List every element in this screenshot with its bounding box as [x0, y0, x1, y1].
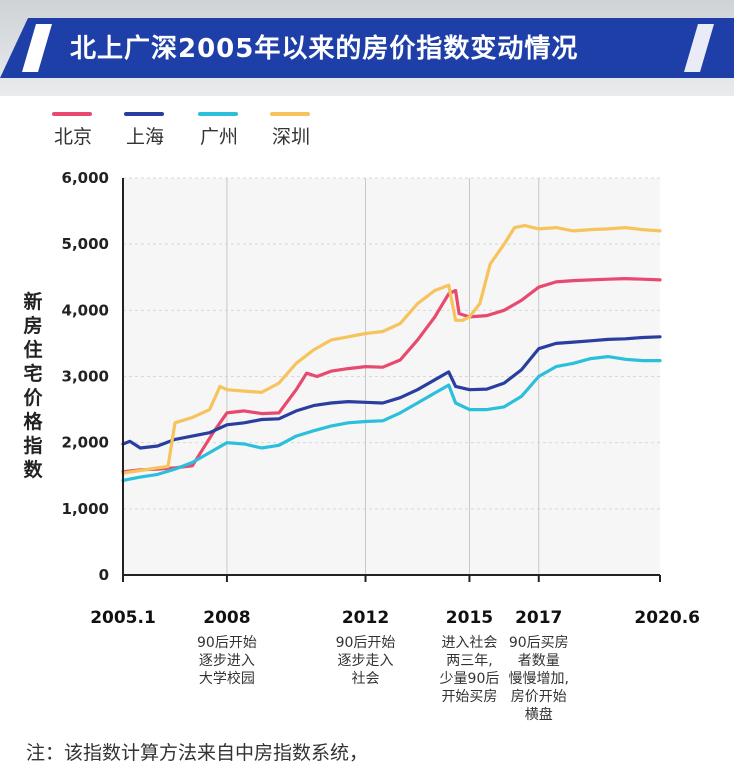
title-banner: 北上广深2005年以来的房价指数变动情况 [0, 0, 734, 96]
annotation-text: 90后开始 [197, 635, 257, 651]
annotation-text: 两三年, [446, 653, 492, 669]
y-tick-label: 4,000 [62, 301, 109, 319]
x-tick-label: 2008 [203, 608, 250, 628]
annotation-text: 开始买房 [441, 689, 497, 705]
annotation-text: 大学校园 [199, 670, 255, 687]
chart-title: 北上广深2005年以来的房价指数变动情况 [70, 34, 579, 64]
annotation-text: 横盘 [525, 706, 553, 723]
footnote: 注：该指数计算方法来自中房指数系统， [26, 742, 369, 764]
y-tick-label: 3,000 [62, 368, 109, 386]
annotation-text: 房价开始 [511, 689, 567, 705]
banner-slash-accent [22, 24, 52, 72]
y-tick-label: 5,000 [62, 235, 109, 253]
banner-shape [0, 18, 734, 78]
plot-area [123, 178, 660, 575]
legend-label-beijing: 北京 [54, 126, 93, 148]
legend-swatch-shanghai [124, 112, 164, 116]
series-line-shenzhen [121, 224, 662, 475]
x-tick-label: 2015 [446, 608, 493, 628]
y-tick-label: 2,000 [62, 434, 109, 452]
annotation-text: 逐步进入 [199, 653, 255, 669]
annotation-text: 慢慢增加, [509, 670, 569, 687]
legend-swatch-shenzhen [270, 112, 310, 116]
legend-swatch-guangzhou [198, 112, 238, 116]
annotation-text: 90后开始 [336, 635, 396, 651]
line-chart: 0 1,000 2,000 3,000 4,000 5,000 6,000 2005.1 200… [62, 169, 700, 723]
annotation-text: 社会 [352, 671, 380, 687]
legend-swatch-beijing [52, 112, 92, 116]
annotation-text: 进入社会 [441, 635, 497, 651]
x-tick-label: 2012 [342, 608, 389, 628]
y-axis-label: 新房住宅价格指数 [23, 291, 43, 481]
annotation-text: 90后买房 [509, 635, 569, 651]
y-tick-label: 0 [99, 566, 109, 584]
series-line-beijing [121, 277, 662, 474]
annotation-text: 者数量 [518, 653, 560, 669]
y-tick-label: 1,000 [62, 500, 109, 518]
banner-stripe [0, 18, 734, 78]
annotation-text: 少量90后 [440, 671, 500, 687]
x-tick-label: 2020.6 [634, 608, 700, 628]
legend-label-shenzhen: 深圳 [272, 126, 311, 148]
legend-label-shanghai: 上海 [126, 126, 165, 148]
x-tick-label: 2017 [515, 608, 562, 628]
y-tick-label: 6,000 [62, 169, 109, 187]
banner-slash-accent-2 [684, 24, 714, 72]
legend-label-guangzhou: 广州 [200, 126, 239, 148]
series-line-guangzhou [121, 355, 662, 482]
x-tick-label: 2005.1 [90, 608, 156, 628]
annotation-text: 逐步走入 [338, 653, 394, 669]
legend: 北京 上海 广州 深圳 [52, 106, 472, 150]
series-line-shanghai [121, 335, 662, 450]
